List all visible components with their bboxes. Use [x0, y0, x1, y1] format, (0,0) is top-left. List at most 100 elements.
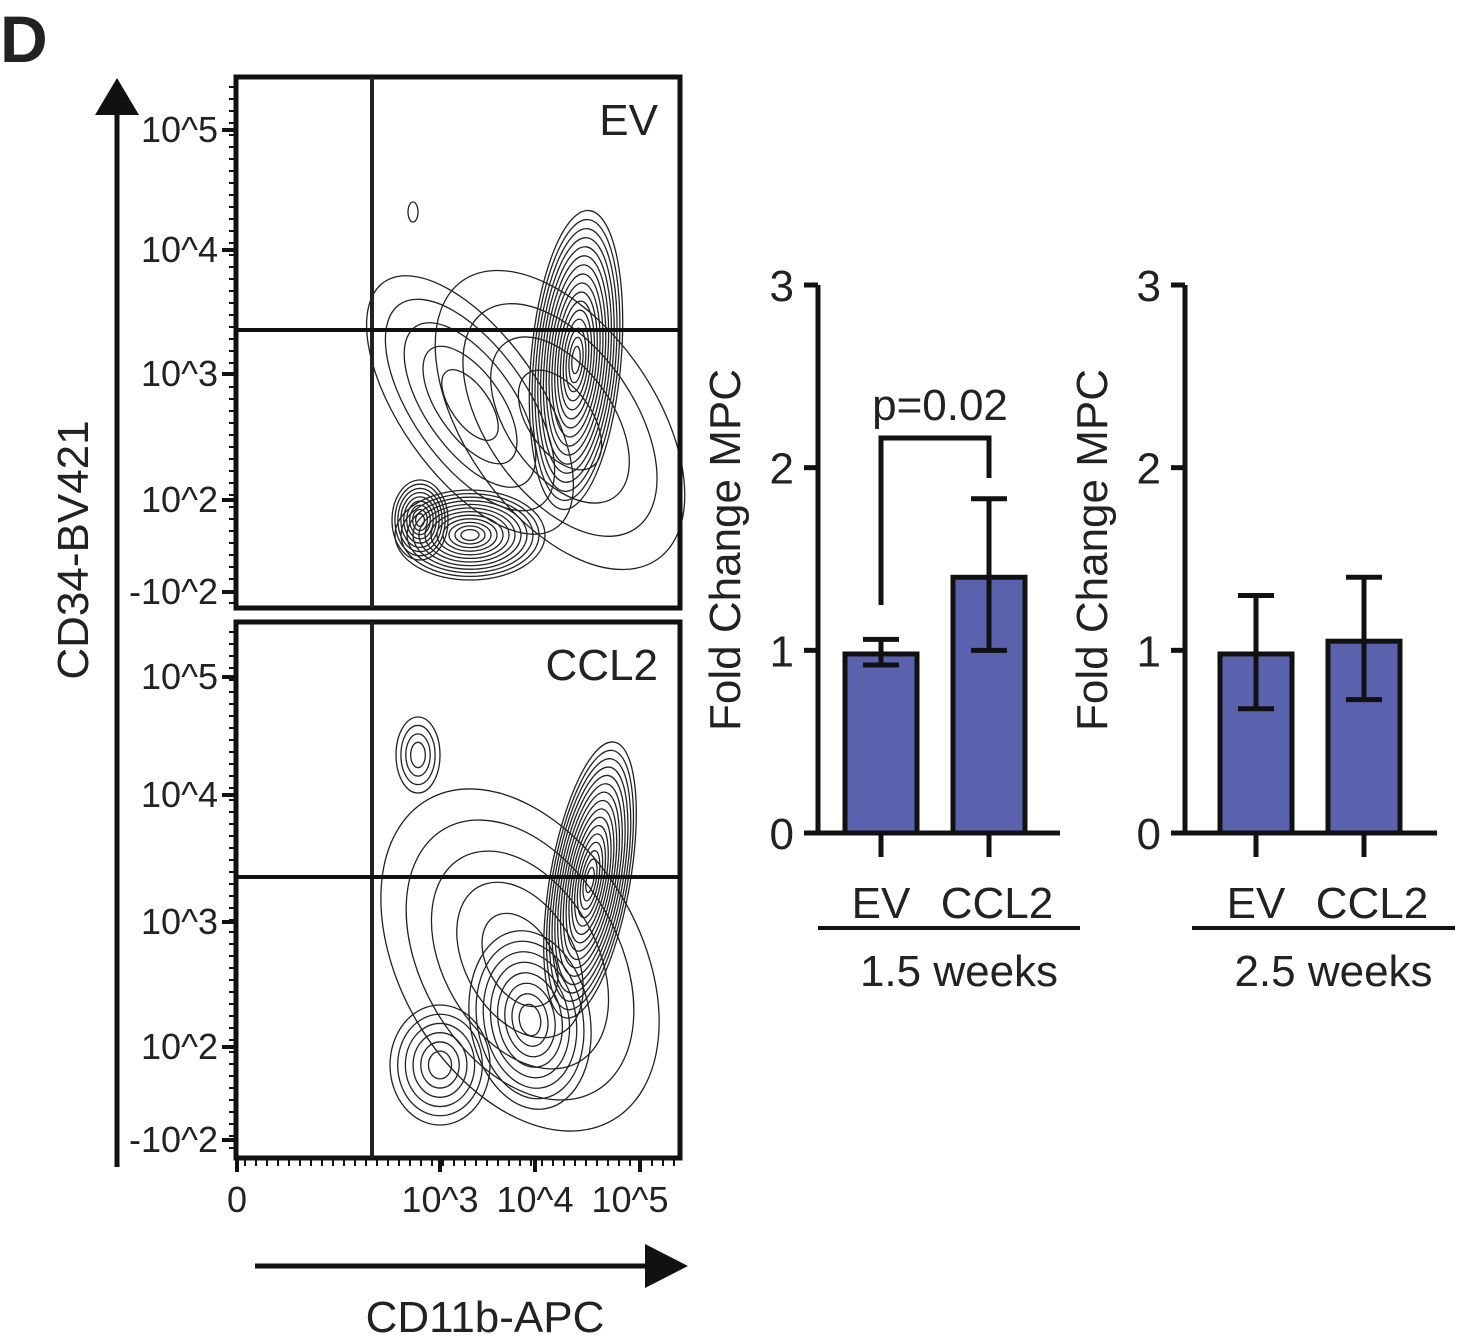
contour-line: [406, 496, 534, 574]
x-axis-arrowhead: [645, 1244, 688, 1288]
contour-line: [420, 1041, 460, 1089]
y-axis-label: Fold Change MPC: [1068, 369, 1117, 731]
contour-line: [414, 513, 426, 527]
contour-line: [518, 1003, 542, 1037]
contour-line: [559, 309, 593, 411]
contour-line: [395, 716, 441, 794]
contour-line: [511, 993, 549, 1047]
contour-line: [404, 1022, 476, 1108]
y-tick-label: 10^3: [141, 901, 218, 942]
contour-line: [568, 336, 584, 384]
y-tick-label: 10^5: [141, 656, 218, 697]
p-value-annotation: p=0.02: [872, 381, 1008, 430]
y-tick-label: 10^4: [141, 229, 218, 270]
contour-line: [380, 788, 660, 1132]
y-tick-label: 2: [770, 445, 794, 494]
contour-line: [548, 273, 604, 447]
contour-line: [460, 528, 480, 542]
contour-line: [454, 525, 486, 545]
x-tick-label: 10^3: [402, 1179, 479, 1220]
y-tick-label: 1: [1137, 627, 1161, 676]
contour-line: [528, 209, 624, 511]
contour-line: [489, 961, 571, 1079]
contour-line: [441, 369, 499, 441]
y-tick-label: 0: [1137, 810, 1161, 859]
contour-line: [384, 298, 556, 512]
x-axis-label: CD11b-APC: [366, 1293, 605, 1337]
contour-line: [585, 866, 595, 894]
flow-cytometry-plots: CD34-BV421 CD11b-APC EV 10^5 10^4 10^3 10^2 -10…: [49, 74, 688, 1342]
contour-line: [409, 504, 431, 536]
bar-chart-2: 0 1 2 3 Fold Change MPC EV CCL2 2.5 weeks: [1068, 262, 1455, 996]
contour-line: [434, 269, 686, 571]
contour-line: [542, 255, 610, 465]
contour-line: [543, 741, 637, 1019]
contour-line: [405, 733, 431, 777]
bar-chart-1: 0 1 2 3 Fold Change MPC EV CCL2 1.5 weeks p=0.02: [701, 262, 1080, 996]
flow-plot-ev: EV 10^5 10^4 10^3 10^2 -10^2: [129, 74, 686, 612]
contour-line: [394, 489, 546, 581]
y-tick-label: 10^2: [141, 479, 218, 520]
y-axis-arrowhead: [95, 78, 139, 115]
contour-line: [481, 912, 559, 1008]
contour-line: [556, 300, 596, 420]
panel-label: D: [0, 2, 48, 76]
contour-line: [422, 345, 518, 465]
contour-line: [548, 758, 632, 1002]
plot-frame: [233, 619, 683, 1161]
contour-line: [456, 881, 584, 1039]
contour-line: [554, 774, 626, 986]
y-tick-label: -10^2: [129, 1119, 218, 1160]
y-tick-label: 10^2: [141, 1026, 218, 1067]
x-tick-label: EV: [1227, 879, 1286, 928]
contour-line: [403, 322, 537, 488]
y-axis-label: CD34-BV421: [49, 420, 98, 679]
contour-line: [462, 303, 658, 537]
y-tick-label: 10^4: [141, 774, 218, 815]
flow-plot-ccl2: CCL2 10^5 10^4 10^3 10^2 -10^2: [129, 619, 683, 1161]
group-label: 2.5 weeks: [1234, 947, 1432, 996]
x-tick-label: 10^5: [592, 1179, 669, 1220]
contour-line: [365, 275, 575, 535]
contour-line: [427, 1050, 453, 1080]
y-tick-label: 10^5: [141, 109, 218, 150]
contour-line: [397, 1013, 483, 1117]
contour-line: [418, 503, 522, 567]
contour-line: [554, 291, 598, 429]
contour-line: [412, 500, 528, 570]
group-label: 1.5 weeks: [860, 947, 1058, 996]
x-tick-label: 0: [227, 1179, 247, 1220]
contour-line: [430, 850, 610, 1070]
contour-line: [517, 369, 603, 471]
plot-label: EV: [599, 96, 658, 145]
contour-line: [504, 982, 556, 1058]
contour-line: [545, 749, 635, 1011]
plot-label: CCL2: [546, 641, 659, 690]
y-axis-label: Fold Change MPC: [701, 369, 750, 731]
contour-line: [562, 318, 590, 402]
bar-ev: [842, 651, 920, 836]
contour-line: [412, 1032, 468, 1098]
x-tick-label: CCL2: [1316, 879, 1429, 928]
x-tick-label: EV: [852, 879, 911, 928]
contour-line: [442, 518, 498, 552]
contour-line: [537, 237, 615, 483]
contour-line: [551, 282, 601, 438]
contour-line: [551, 766, 629, 994]
significance-bracket: [878, 435, 992, 605]
contour-line: [448, 521, 492, 549]
contour-line: [410, 741, 426, 769]
contour-line: [545, 264, 607, 456]
bar-charts: 0 1 2 3 Fold Change MPC EV CCL2 1.5 weeks p=0.02…: [701, 262, 1455, 996]
contour-line: [482, 951, 578, 1089]
y-tick-label: 3: [1137, 262, 1161, 311]
plot-frame: [233, 74, 683, 611]
contour-line: [405, 819, 635, 1101]
contour-line: [436, 514, 504, 556]
y-tick-label: -10^2: [129, 571, 218, 612]
y-tick-label: 2: [1137, 445, 1161, 494]
contour-line: [468, 930, 592, 1110]
contour-line: [490, 336, 630, 504]
